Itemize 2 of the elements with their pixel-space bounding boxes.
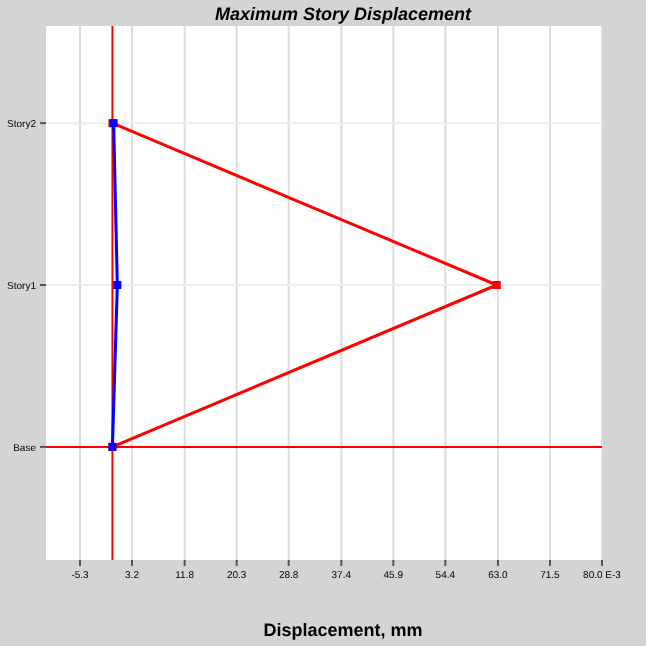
chart-title: Maximum Story Displacement — [214, 4, 474, 24]
x-axis-title: Displacement, mm — [263, 620, 423, 640]
